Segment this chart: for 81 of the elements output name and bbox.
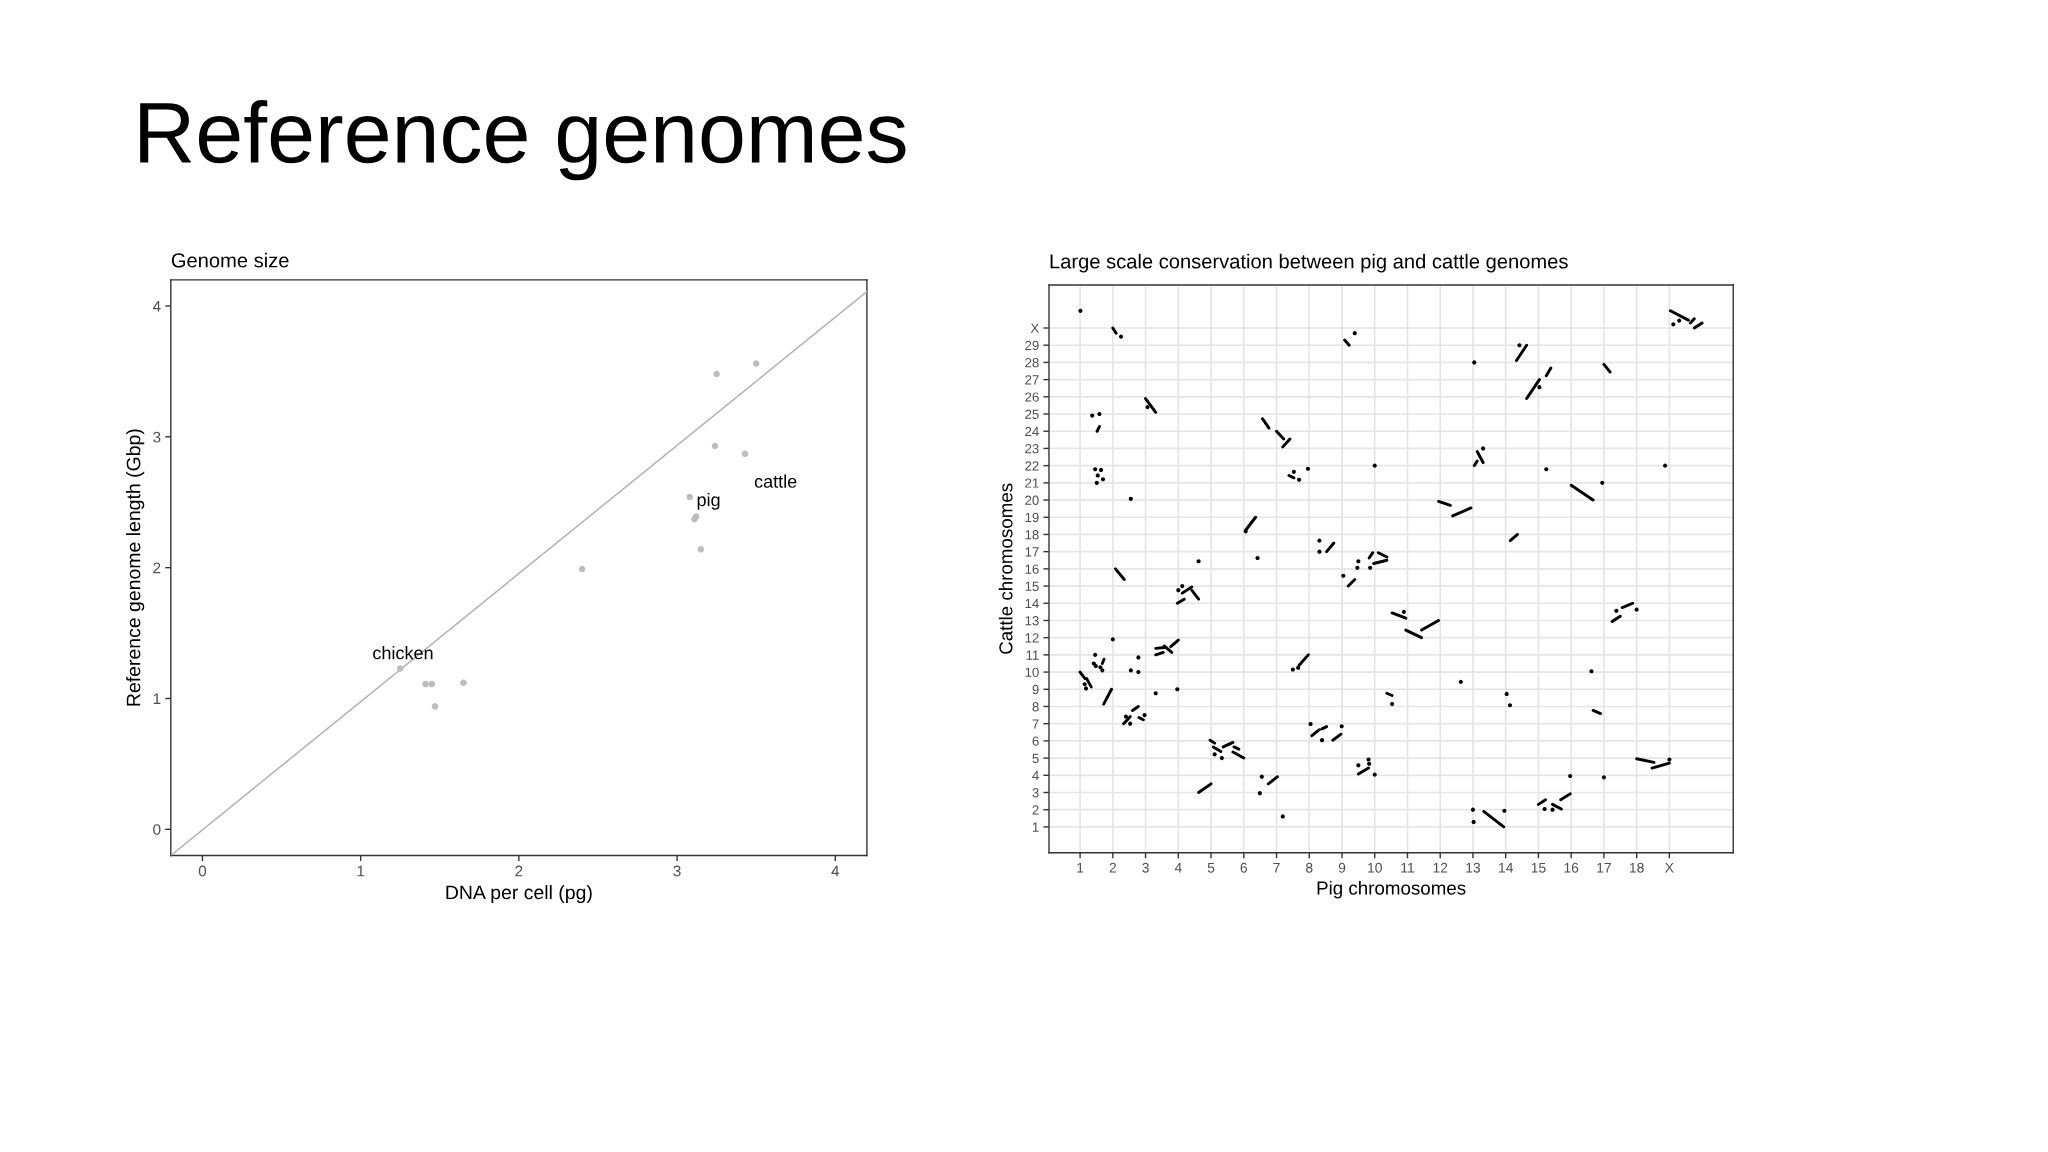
y-tick-label: 4 [1032, 771, 1039, 781]
y-tick-label: 21 [1025, 478, 1039, 488]
x-tick-label: 8 [1306, 862, 1313, 873]
x-tick-label: 14 [1499, 862, 1514, 873]
y-tick-label: 20 [1025, 495, 1039, 505]
y-tick-label: 6 [1032, 736, 1039, 746]
x-tick-label: 2 [1109, 862, 1116, 873]
y-tick-label: 15 [1025, 581, 1039, 591]
text: Reference genomes [140, 100, 906, 181]
x-tick-label: X [1665, 862, 1674, 873]
y-tick-label: 9 [1032, 684, 1039, 695]
y-tick-label: 22 [1025, 461, 1039, 471]
point [422, 680, 429, 688]
x-tick-label: 7 [1273, 862, 1280, 873]
point [686, 493, 693, 501]
x-axis-title: DNA per cell (pg) [446, 884, 592, 904]
y-tick-label: 13 [1025, 616, 1039, 626]
point [697, 546, 705, 553]
x-tick-label: 1 [1077, 862, 1084, 873]
y-tick-label: 3 [153, 431, 161, 443]
point [741, 450, 749, 458]
annotation: chicken [373, 646, 433, 660]
x-tick-label: 4 [1174, 862, 1182, 873]
point [431, 703, 439, 710]
y-tick-label: 4 [152, 301, 161, 312]
y-tick-label: 19 [1025, 512, 1039, 523]
y-tick-label: 0 [153, 824, 161, 835]
y-tick-label: 1 [153, 693, 161, 705]
x-tick-label: 3 [1142, 862, 1149, 873]
point [711, 442, 719, 450]
point [396, 665, 404, 672]
y-tick-label: 27 [1025, 375, 1039, 385]
y-tick-label: 3 [1032, 788, 1039, 798]
y-tick-label: 14 [1025, 598, 1039, 609]
y-tick-label: 2 [153, 562, 161, 574]
y-tick-label: 29 [1025, 340, 1039, 351]
x-tick-label: 3 [673, 865, 681, 877]
y-tick-label: 8 [1032, 702, 1039, 712]
x-tick-label: 4 [831, 865, 840, 877]
annotation: pig [697, 492, 720, 510]
point [428, 680, 436, 688]
x-tick-label: 12 [1433, 862, 1448, 873]
x-tick-label: 11 [1401, 862, 1415, 873]
y-tick-label: 23 [1025, 444, 1039, 454]
y-tick-label: 26 [1025, 392, 1039, 402]
x-tick-label: 17 [1597, 862, 1611, 873]
point [460, 679, 467, 687]
y-axis-title: Reference genome length (Gbp) [126, 429, 145, 706]
x-tick-label: 6 [1240, 862, 1248, 873]
point [713, 370, 720, 378]
x-tick-label: 2 [515, 865, 523, 877]
y-tick-label: 2 [1032, 805, 1039, 815]
chart-title: Genome size [171, 252, 289, 268]
x-tick-label: 16 [1564, 862, 1579, 873]
y-tick-label: 11 [1026, 650, 1039, 660]
y-tick-label: 7 [1032, 719, 1039, 729]
y-tick-label: 17 [1025, 547, 1039, 557]
x-tick-label: 9 [1338, 862, 1346, 873]
chart-title: Large scale conservation between pig and cattle genomes [1050, 253, 1568, 273]
y-tick-label: X [1030, 323, 1039, 333]
x-tick-label: 18 [1629, 862, 1644, 873]
y-tick-label: 28 [1025, 357, 1039, 368]
x-tick-label: 13 [1466, 862, 1481, 873]
x-tick-label: 10 [1368, 862, 1382, 873]
y-axis-title: Cattle chromosomes [998, 483, 1013, 654]
y-tick-label: 18 [1025, 530, 1039, 540]
y-tick-label: 16 [1025, 564, 1039, 574]
y-tick-label: 10 [1025, 667, 1039, 677]
annotation: cattle [754, 474, 797, 488]
x-tick-label: 0 [198, 865, 207, 877]
x-tick-label: 15 [1531, 862, 1546, 873]
point [578, 565, 586, 573]
y-tick-label: 12 [1025, 633, 1039, 643]
x-axis-title: Pig chromosomes [1317, 880, 1466, 899]
y-tick-label: 25 [1025, 409, 1039, 419]
y-tick-label: 24 [1025, 426, 1039, 437]
x-tick-label: 5 [1207, 862, 1215, 873]
point [752, 360, 760, 367]
y-tick-label: 5 [1032, 753, 1039, 763]
x-tick-label: 1 [357, 865, 365, 877]
y-tick-label: 1 [1032, 822, 1039, 832]
